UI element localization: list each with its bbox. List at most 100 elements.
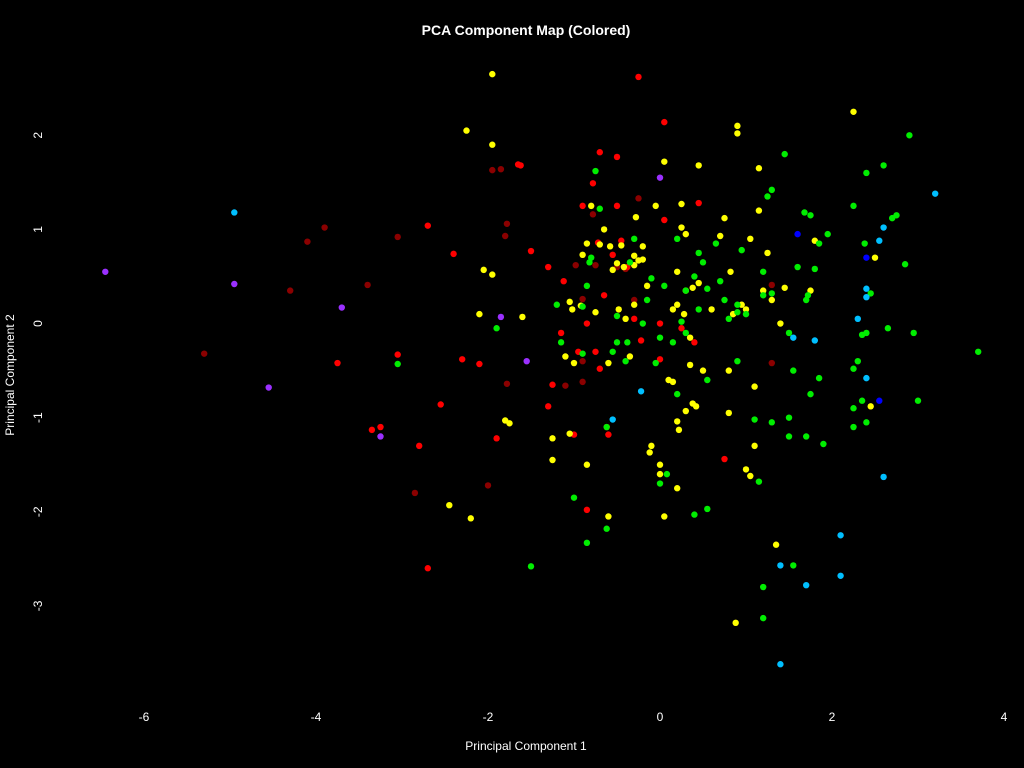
data-point — [615, 306, 622, 313]
data-point — [682, 230, 689, 238]
data-point — [910, 329, 917, 337]
data-point — [803, 296, 810, 304]
data-point — [626, 353, 634, 360]
data-point — [493, 325, 500, 332]
data-point — [863, 329, 870, 337]
data-point — [717, 232, 724, 240]
data-point — [321, 224, 328, 231]
data-point — [626, 259, 634, 266]
data-point — [678, 318, 685, 325]
data-point — [545, 263, 552, 271]
data-point — [416, 442, 423, 450]
data-point — [605, 431, 612, 438]
data-point — [691, 273, 698, 280]
data-point — [692, 403, 700, 410]
data-point — [553, 301, 560, 308]
data-point — [631, 252, 638, 259]
data-point — [639, 243, 646, 250]
data-point — [497, 313, 505, 321]
data-point — [579, 350, 586, 357]
data-point — [695, 249, 702, 257]
data-point — [760, 287, 767, 294]
data-point — [811, 337, 818, 344]
data-point — [476, 310, 483, 318]
data-point — [579, 251, 586, 259]
y-tick-label: 2 — [31, 132, 45, 139]
data-point — [394, 360, 401, 368]
data-point — [652, 202, 659, 210]
data-point — [850, 423, 857, 431]
data-point — [699, 367, 707, 374]
data-point — [695, 306, 702, 313]
data-point — [562, 353, 569, 360]
data-point — [863, 374, 870, 382]
data-point — [712, 240, 720, 247]
data-point — [618, 242, 625, 249]
x-tick-label: 4 — [1001, 710, 1008, 724]
data-point — [609, 348, 616, 355]
data-point — [338, 304, 345, 311]
data-point — [760, 268, 767, 275]
data-point — [801, 209, 808, 216]
data-point — [661, 513, 668, 520]
data-point — [691, 339, 698, 346]
data-point — [768, 419, 775, 426]
x-tick-label: -6 — [139, 710, 150, 724]
data-point — [620, 263, 628, 271]
data-point — [760, 292, 767, 299]
data-point — [637, 388, 645, 395]
data-point — [850, 365, 857, 372]
data-point — [850, 405, 857, 412]
data-point — [583, 506, 591, 514]
data-point — [880, 224, 887, 231]
data-point — [489, 271, 496, 278]
data-point — [557, 329, 565, 337]
data-point — [807, 390, 814, 398]
data-point — [656, 334, 664, 341]
data-point — [579, 303, 586, 310]
data-point — [368, 426, 376, 434]
data-point — [751, 383, 758, 390]
data-point — [669, 339, 677, 346]
data-point — [613, 153, 621, 161]
data-point — [560, 277, 567, 285]
data-point — [656, 470, 664, 478]
data-point — [570, 359, 578, 367]
data-point — [603, 525, 610, 532]
data-point — [631, 315, 638, 323]
data-point — [663, 470, 671, 478]
data-point — [772, 541, 780, 548]
data-point — [674, 418, 681, 425]
data-point — [656, 461, 664, 468]
data-point — [880, 162, 887, 169]
data-point — [734, 309, 741, 316]
data-point — [680, 310, 688, 318]
data-point — [884, 325, 892, 332]
data-point — [747, 472, 754, 480]
data-point — [790, 367, 797, 374]
data-point — [742, 310, 750, 318]
data-point — [632, 213, 640, 221]
data-point — [572, 261, 579, 269]
data-point — [704, 376, 711, 384]
data-point — [424, 565, 431, 572]
data-point — [824, 230, 831, 238]
data-point — [863, 419, 870, 426]
data-point — [768, 290, 775, 297]
y-tick-label: -1 — [31, 412, 45, 423]
data-point — [424, 222, 431, 229]
data-point — [570, 494, 578, 501]
data-point — [613, 202, 621, 210]
data-point — [463, 127, 470, 134]
data-point — [815, 240, 823, 247]
data-point — [717, 277, 724, 285]
data-point — [755, 207, 763, 214]
data-point — [861, 240, 868, 247]
data-point — [549, 435, 556, 442]
data-point — [727, 268, 734, 275]
data-point — [906, 132, 913, 139]
data-point — [674, 390, 681, 398]
data-point — [459, 356, 466, 363]
data-point — [631, 235, 638, 243]
